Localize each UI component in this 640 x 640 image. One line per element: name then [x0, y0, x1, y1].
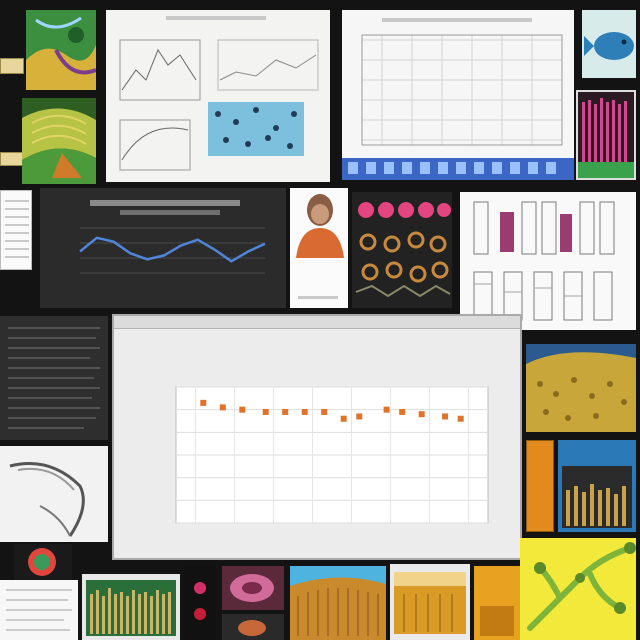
data-point [262, 408, 269, 415]
small-label-tile [0, 152, 24, 166]
organism-grid-image [352, 192, 452, 308]
data-point [356, 413, 363, 420]
data-point [301, 408, 308, 415]
data-point [442, 413, 449, 420]
grid-chart-panel [342, 10, 574, 180]
yellow-mosaic-image [526, 344, 636, 432]
orange-panel [526, 440, 554, 532]
golden-block-image [474, 566, 520, 640]
data-point [200, 399, 207, 406]
fish-image [582, 10, 636, 78]
pink-organic-image [222, 566, 284, 610]
data-point [321, 408, 328, 415]
plot-grid [176, 386, 488, 524]
small-label-tile [0, 58, 24, 74]
hatched-landscape-image [290, 566, 386, 640]
data-point [399, 408, 406, 415]
dark-line-chart-panel [40, 188, 286, 308]
bar-column-image [558, 440, 636, 532]
series-line [79, 236, 266, 263]
portrait-image [290, 188, 348, 308]
grid-chart-svg [342, 18, 574, 180]
dark-icons-tile [184, 566, 216, 640]
main-scatter-chart [175, 386, 489, 524]
green-bar-image [82, 574, 180, 640]
data-point [239, 406, 246, 413]
sketch-image [0, 446, 108, 542]
paper-with-plots [106, 10, 330, 182]
document-page [0, 190, 32, 270]
green-map-thumbnail [26, 10, 96, 90]
branching-vine-image [520, 538, 636, 640]
dark-line-chart [79, 200, 266, 274]
component-sheet [460, 192, 636, 330]
round-image [14, 544, 72, 580]
main-chart-window [112, 314, 522, 560]
small-object-image [222, 614, 284, 640]
terrain-thumbnail [22, 98, 96, 184]
data-point [340, 415, 347, 422]
data-points [200, 399, 464, 422]
data-point [282, 408, 289, 415]
window-title-bar [114, 316, 520, 329]
data-point [219, 404, 226, 411]
spectral-image [576, 90, 636, 180]
data-point [418, 411, 425, 418]
data-point [383, 406, 390, 413]
orange-columns-image [390, 564, 470, 640]
data-point [457, 415, 464, 422]
dark-text-page [0, 316, 108, 440]
bottom-document [0, 580, 78, 640]
